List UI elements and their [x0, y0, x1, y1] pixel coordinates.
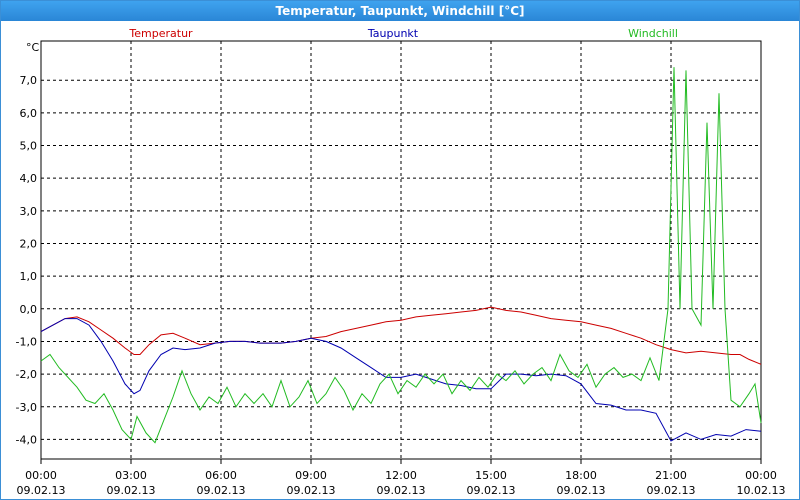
chart-axes: 7,0 6,0 5,0 4,0 3,0 2,0 1,0 0,0 -1,0 -2,0 -3,0 -4,0… — [16, 40, 786, 497]
x-tick-date: 09.02.13 — [647, 484, 696, 497]
chart-series — [40, 67, 762, 444]
x-tick-time: 03:00 — [115, 469, 147, 482]
legend-taupunkt: Taupunkt — [367, 27, 419, 40]
x-tick-date: 09.02.13 — [17, 484, 66, 497]
y-tick-label: 4,0 — [20, 172, 38, 185]
x-tick-time: 15:00 — [475, 469, 507, 482]
plot-frame — [40, 40, 762, 460]
chart-legend: Temperatur Taupunkt Windchill — [128, 27, 678, 40]
x-tick-time: 00:00 — [25, 469, 57, 482]
y-tick-label: 3,0 — [20, 205, 38, 218]
series-line-taupunkt — [40, 318, 762, 442]
y-tick-label: 7,0 — [20, 74, 38, 87]
x-tick-time: 12:00 — [385, 469, 417, 482]
x-tick-time: 00:00 — [745, 469, 777, 482]
y-tick-label: 1,0 — [20, 270, 38, 283]
x-tick-date: 09.02.13 — [557, 484, 606, 497]
legend-windchill: Windchill — [628, 27, 678, 40]
x-tick-date: 09.02.13 — [377, 484, 426, 497]
y-tick-label: 2,0 — [20, 237, 38, 250]
x-tick-date: 09.02.13 — [467, 484, 516, 497]
y-tick-label: 6,0 — [20, 107, 38, 120]
y-tick-label: 5,0 — [20, 140, 38, 153]
series-line-windchill — [40, 67, 762, 444]
y-tick-label: -3,0 — [16, 401, 37, 414]
y-tick-label: 0,0 — [20, 303, 38, 316]
chart-grid — [41, 41, 761, 459]
y-tick-label: -1,0 — [16, 335, 37, 348]
window-title: Temperatur, Taupunkt, Windchill [°C] — [1, 1, 799, 21]
x-tick-time: 18:00 — [565, 469, 597, 482]
x-tick-time: 09:00 — [295, 469, 327, 482]
y-tick-label: -4,0 — [16, 433, 37, 446]
chart-canvas: 7,0 6,0 5,0 4,0 3,0 2,0 1,0 0,0 -1,0 -2,0 -3,0 -4,0… — [16, 27, 786, 497]
x-tick-date: 09.02.13 — [107, 484, 156, 497]
x-tick-time: 06:00 — [205, 469, 237, 482]
legend-temperatur: Temperatur — [128, 27, 193, 40]
x-tick-time: 21:00 — [655, 469, 687, 482]
series-line-temperatur — [40, 306, 762, 365]
x-tick-date: 10.02.13 — [737, 484, 786, 497]
x-tick-date: 09.02.13 — [197, 484, 246, 497]
y-tick-label: -2,0 — [16, 368, 37, 381]
x-tick-date: 09.02.13 — [287, 484, 336, 497]
y-axis-label: °C — [26, 41, 40, 54]
